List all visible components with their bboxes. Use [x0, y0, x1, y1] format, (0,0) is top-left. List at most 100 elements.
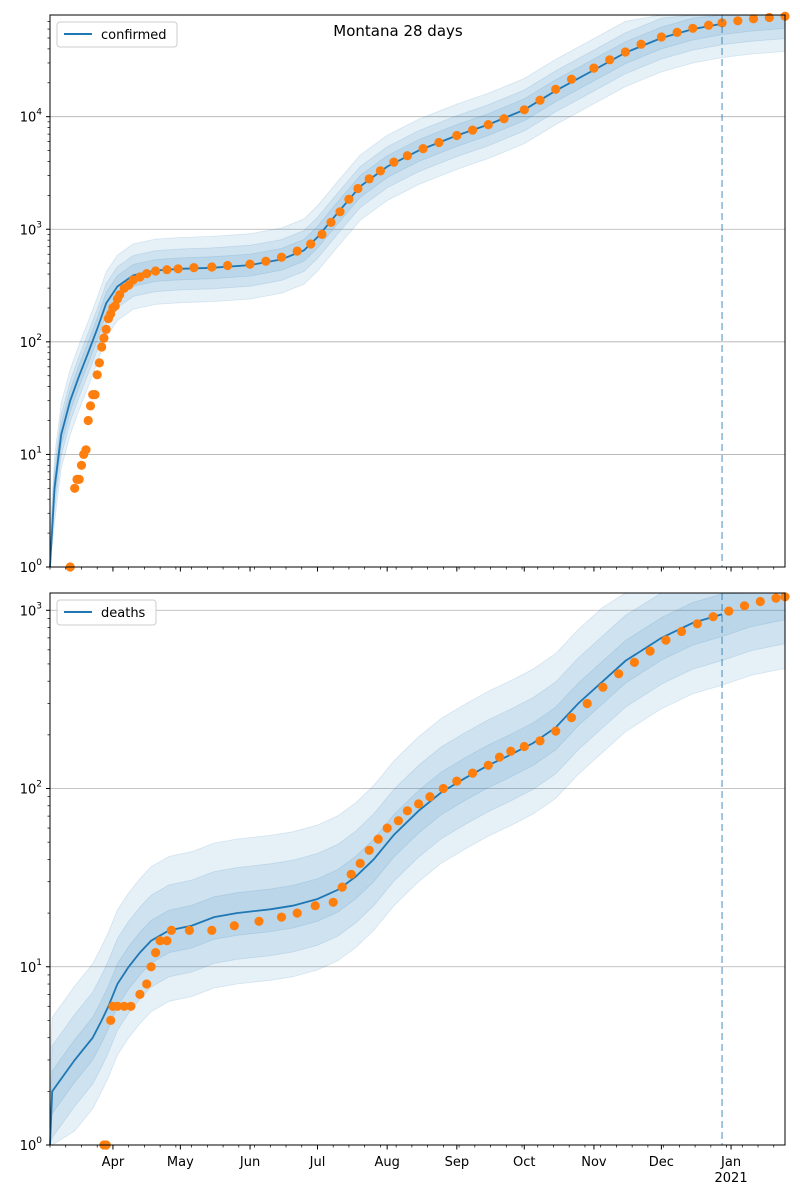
observed-point [519, 741, 529, 752]
observed-point [672, 27, 682, 37]
observed-point [434, 137, 444, 148]
observed-point [620, 47, 631, 57]
x-tick-label: Aug [374, 1155, 399, 1170]
observed-point [99, 333, 109, 343]
observed-point [162, 265, 172, 275]
observed-point [229, 921, 239, 931]
observed-point [375, 166, 385, 176]
observed-point [494, 752, 505, 762]
observed-point [519, 105, 529, 115]
observed-point [146, 962, 156, 972]
plot-frame [49, 14, 786, 568]
observed-point [207, 262, 217, 272]
observed-point [276, 912, 287, 922]
observed-point [566, 713, 577, 723]
x-tick-label: Oct [513, 1155, 535, 1170]
observed-point [292, 908, 302, 918]
observed-point [245, 259, 255, 269]
observed-point [254, 916, 264, 926]
observed-point [276, 252, 287, 262]
observed-point [223, 260, 233, 271]
observed-point [438, 783, 448, 794]
observed-point [355, 858, 365, 869]
x-tick-label: Nov [581, 1155, 607, 1170]
observed-point [173, 264, 183, 274]
observed-point [393, 816, 403, 826]
x-tick-label: Dec [649, 1155, 674, 1170]
observed-point [468, 125, 478, 135]
observed-point [589, 63, 599, 73]
observed-point [452, 130, 462, 141]
legend-box [56, 599, 157, 626]
figure-title: Montana 28 days [333, 22, 463, 40]
y-tick-label: 101 [20, 958, 42, 976]
observed-point [306, 239, 316, 249]
observed-point [101, 324, 111, 334]
observed-point [261, 256, 271, 266]
observed-point [364, 845, 374, 855]
observed-point [535, 736, 545, 746]
observed-point [724, 606, 734, 616]
legend: deaths [56, 599, 157, 626]
observed-point [142, 979, 152, 989]
observed-point [106, 1015, 116, 1025]
observed-point [645, 646, 655, 656]
observed-point [764, 12, 774, 23]
y-tick-label: 101 [20, 445, 42, 463]
y-tick-label: 102 [20, 780, 42, 798]
observed-point [535, 95, 545, 105]
observed-point [344, 194, 354, 204]
uncertainty-band [49, 14, 786, 568]
observed-point [317, 229, 327, 239]
observed-point [425, 792, 435, 802]
observed-point [708, 612, 718, 622]
observed-point [207, 925, 217, 936]
observed-point [636, 39, 646, 49]
legend: confirmed [56, 21, 178, 48]
x-tick-label: Jul [309, 1155, 326, 1170]
legend-label: deaths [101, 606, 146, 621]
observed-point [551, 726, 561, 736]
observed-point [70, 483, 80, 493]
observed-point [292, 246, 302, 256]
y-tick-label: 100 [20, 558, 43, 576]
uncertainty-band [49, 592, 786, 1146]
observed-point [506, 746, 516, 756]
observed-point [677, 626, 687, 637]
observed-point [661, 635, 671, 645]
observed-point [76, 460, 87, 470]
observed-point [704, 20, 714, 30]
observed-point [92, 370, 102, 380]
observed-point [115, 290, 125, 300]
observed-point [326, 217, 336, 227]
observed-point [364, 174, 374, 184]
observed-point [755, 596, 765, 607]
observed-point [733, 16, 743, 26]
observed-points [99, 592, 790, 1150]
observed-point [692, 619, 702, 629]
observed-point [688, 23, 698, 33]
observed-point [155, 936, 165, 946]
observed-point [566, 74, 577, 84]
observed-point [748, 14, 759, 24]
observed-point [402, 806, 412, 816]
y-tick-label: 100 [20, 1136, 43, 1154]
observed-point [110, 301, 120, 311]
observed-point [119, 1001, 129, 1011]
x-tick-label: Jan [720, 1155, 741, 1170]
observed-point [483, 760, 493, 770]
observed-point [452, 776, 462, 786]
observed-point [373, 834, 383, 844]
observed-point [126, 1001, 136, 1011]
observed-point [85, 401, 96, 411]
observed-point [629, 657, 640, 668]
x-tick-label: Apr [102, 1155, 125, 1170]
observed-point [97, 342, 107, 352]
x-tick-label: May [167, 1155, 194, 1170]
observed-point [389, 157, 399, 167]
observed-point [151, 266, 161, 276]
observed-point [739, 601, 750, 611]
observed-point [717, 18, 727, 28]
observed-point [94, 358, 104, 368]
